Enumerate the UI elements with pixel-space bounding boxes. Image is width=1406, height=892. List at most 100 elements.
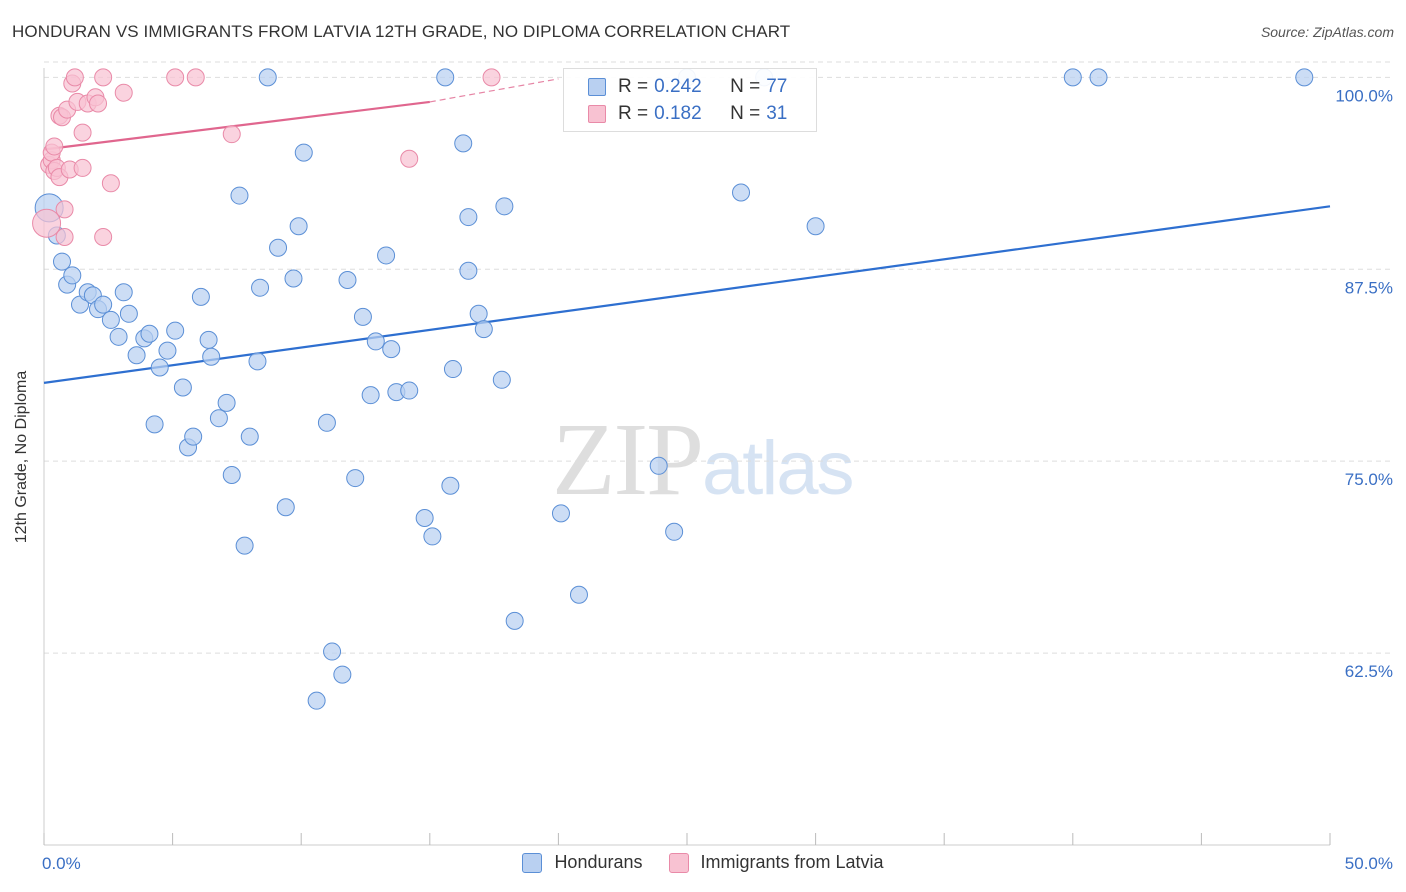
- honduran-point: [284, 269, 303, 288]
- honduran-point: [423, 527, 442, 546]
- correlation-legend: R = 0.242 N = 77 R = 0.182 N = 31: [563, 68, 817, 132]
- honduran-point: [1295, 68, 1314, 87]
- honduran-point: [127, 346, 146, 365]
- honduran-point: [140, 324, 159, 343]
- honduran-point: [1063, 68, 1082, 87]
- n-value: 31: [766, 103, 788, 124]
- honduran-point: [495, 197, 514, 216]
- honduran-point: [230, 186, 249, 205]
- honduran-point: [276, 498, 295, 517]
- honduran-point: [289, 217, 308, 236]
- chart-title: HONDURAN VS IMMIGRANTS FROM LATVIA 12TH …: [12, 22, 791, 41]
- honduran-point: [361, 386, 380, 405]
- honduran-point: [551, 504, 570, 523]
- latvia-trend-extension: [429, 78, 559, 103]
- latvia-point: [73, 123, 92, 142]
- legend-item-latvia: Immigrants from Latvia: [668, 852, 884, 873]
- honduran-point: [114, 283, 133, 302]
- grid-lines: [44, 61, 1392, 654]
- axes: [43, 68, 1331, 846]
- honduran-point: [338, 271, 357, 290]
- honduran-point: [459, 208, 478, 227]
- n-value: 77: [766, 76, 788, 97]
- honduran-point: [377, 246, 396, 265]
- honduran-point: [346, 469, 365, 488]
- legend-label: Hondurans: [554, 852, 643, 872]
- honduran-point: [248, 352, 267, 371]
- honduran-trend-line: [43, 205, 1331, 384]
- honduran-point: [199, 330, 218, 349]
- x-tick-label: 0.0%: [42, 854, 81, 873]
- honduran-point: [353, 307, 372, 326]
- latvia-point: [94, 228, 113, 247]
- honduran-point: [649, 456, 668, 475]
- honduran-point: [109, 327, 128, 346]
- honduran-point: [94, 295, 113, 314]
- legend-item-hondurans: Hondurans: [522, 852, 643, 873]
- honduran-point: [569, 585, 588, 604]
- honduran-point: [158, 341, 177, 360]
- honduran-point: [443, 360, 462, 379]
- y-tick-label: 62.5%: [1345, 662, 1393, 681]
- honduran-point: [505, 611, 524, 630]
- honduran-point: [269, 238, 288, 257]
- latvia-point: [73, 158, 92, 177]
- latvia-point: [94, 68, 113, 87]
- honduran-point: [294, 143, 313, 162]
- honduran-point: [665, 522, 684, 541]
- latvia-point: [65, 68, 84, 87]
- legend-swatch-blue: [588, 78, 606, 96]
- honduran-point: [240, 427, 259, 446]
- series-legend: Hondurans Immigrants from Latvia: [0, 852, 1406, 873]
- honduran-point: [258, 68, 277, 87]
- r-label: R =: [618, 76, 649, 97]
- honduran-point: [202, 347, 221, 366]
- legend-swatch-pink: [668, 852, 689, 873]
- honduran-point: [150, 358, 169, 377]
- latvia-point: [400, 149, 419, 168]
- honduran-point: [732, 183, 751, 202]
- watermark: ZIPatlas: [552, 400, 855, 519]
- legend-swatch-blue: [522, 852, 543, 873]
- honduran-point: [217, 393, 236, 412]
- legend-label: Immigrants from Latvia: [700, 852, 884, 872]
- honduran-point: [63, 266, 82, 285]
- honduran-point: [415, 508, 434, 527]
- honduran-point: [166, 321, 185, 340]
- latvia-point: [89, 94, 108, 113]
- n-label: N =: [730, 103, 761, 124]
- honduran-point: [307, 691, 326, 710]
- honduran-point: [366, 332, 385, 351]
- honduran-point: [436, 68, 455, 87]
- latvia-point: [55, 228, 74, 247]
- latvia-point: [222, 125, 241, 144]
- honduran-point: [173, 378, 192, 397]
- r-value: 0.242: [654, 76, 702, 97]
- legend-row-latvia: R = 0.182 N = 31: [588, 102, 787, 126]
- watermark-atlas: atlas: [702, 426, 855, 511]
- honduran-point: [323, 642, 342, 661]
- n-label: N =: [730, 76, 761, 97]
- latvia-point: [186, 68, 205, 87]
- latvia-point: [482, 68, 501, 87]
- legend-row-hondurans: R = 0.242 N = 77: [588, 75, 787, 99]
- honduran-point: [454, 134, 473, 153]
- data-points: [32, 68, 1314, 710]
- honduran-point: [251, 278, 270, 297]
- r-label: R =: [618, 103, 649, 124]
- legend-swatch-pink: [588, 105, 606, 123]
- honduran-point: [441, 476, 460, 495]
- honduran-point: [1089, 68, 1108, 87]
- honduran-point: [119, 304, 138, 323]
- honduran-point: [184, 427, 203, 446]
- honduran-point: [469, 304, 488, 323]
- honduran-point: [222, 465, 241, 484]
- x-tick-label: 50.0%: [1345, 854, 1393, 873]
- honduran-point: [492, 370, 511, 389]
- honduran-point: [235, 536, 254, 555]
- honduran-point: [191, 287, 210, 306]
- source-credit: Source: ZipAtlas.com: [1260, 24, 1394, 40]
- y-tick-label: 87.5%: [1345, 278, 1393, 297]
- honduran-point: [459, 261, 478, 280]
